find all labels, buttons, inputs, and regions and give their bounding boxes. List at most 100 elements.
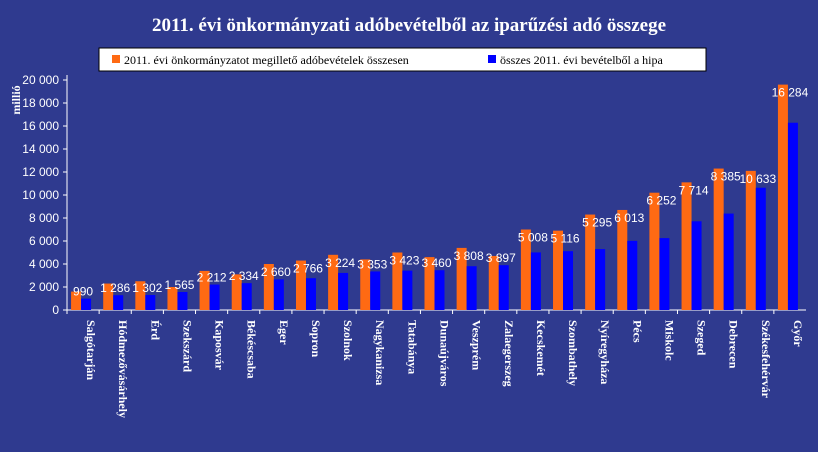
bar [553, 230, 564, 310]
bar [199, 270, 210, 310]
data-label: 990 [73, 285, 93, 299]
bar [520, 229, 531, 310]
bar [81, 298, 92, 310]
bar [755, 187, 766, 310]
y-tick-label: 4 000 [29, 257, 59, 271]
bar [328, 254, 339, 310]
bar [777, 84, 788, 310]
y-tick-label: 18 000 [22, 96, 59, 110]
data-label: 1 302 [132, 281, 162, 295]
data-label: 3 808 [454, 249, 484, 263]
category-label: Győr [791, 320, 805, 347]
bar [713, 168, 724, 310]
bar [177, 292, 188, 310]
category-label: Veszprém [470, 320, 484, 370]
category-label: Hódmezővásárhely [116, 320, 130, 418]
data-label: 2 766 [293, 262, 323, 276]
y-tick-label: 6 000 [29, 234, 59, 248]
category-label: Szekszárd [180, 320, 194, 372]
bar [530, 252, 541, 310]
bar [488, 255, 499, 310]
data-label: 1 565 [164, 278, 194, 292]
category-label: Békéscsaba [245, 320, 259, 379]
legend: 2011. évi önkormányzatot megillető adóbe… [98, 47, 707, 72]
y-tick-label: 12 000 [22, 165, 59, 179]
y-tick-label: 2 000 [29, 280, 59, 294]
bar [135, 281, 146, 310]
bar [360, 259, 371, 310]
bar [231, 274, 242, 310]
category-label: Debrecen [727, 320, 741, 369]
data-label: 3 897 [486, 251, 516, 265]
category-label: Tatabánya [405, 320, 419, 374]
data-label: 2 334 [229, 269, 259, 283]
category-label: Szolnok [341, 320, 355, 361]
bar [617, 209, 628, 310]
data-label: 8 385 [711, 170, 741, 184]
category-label: Érd [148, 320, 162, 340]
bar [691, 221, 702, 310]
data-label: 5 295 [582, 216, 612, 230]
category-label: Kaposvár [213, 320, 227, 371]
bar [649, 192, 660, 310]
y-tick-label: 0 [52, 303, 59, 317]
category-label: Székesfehérvár [759, 320, 773, 399]
category-label: Zalaegerszeg [502, 320, 516, 387]
data-label: 3 353 [357, 257, 387, 271]
category-label: Eger [277, 320, 291, 345]
bar [659, 238, 670, 310]
category-label: Szombathely [566, 320, 580, 386]
y-tick-label: 8 000 [29, 211, 59, 225]
bar [263, 264, 274, 310]
bar [595, 249, 606, 310]
y-tick-label: 20 000 [22, 73, 59, 87]
bar [113, 295, 124, 310]
legend-entry-label: 2011. évi önkormányzatot megillető adóbe… [124, 53, 409, 67]
bar [787, 122, 798, 310]
bar [295, 260, 306, 310]
bar [456, 247, 467, 310]
bar [145, 295, 156, 310]
category-label: Nyíregyháza [598, 320, 612, 384]
bar [167, 287, 178, 310]
bar [71, 291, 82, 310]
data-label: 5 008 [518, 231, 548, 245]
category-label: Miskolc [662, 320, 676, 361]
data-label: 6 013 [614, 211, 644, 225]
data-label: 16 284 [772, 86, 809, 100]
bar [745, 170, 756, 310]
data-label: 2 660 [261, 265, 291, 279]
bar [434, 270, 445, 310]
plot-area: 0 2 000 4 000 6 000 8 000 10 000 12 000 14 000 1… [22, 73, 808, 418]
category-label: Nagykanizsa [373, 320, 387, 385]
bar [103, 283, 114, 310]
legend-entry-label: összes 2011. évi bevételből a hipa [500, 53, 664, 67]
bar [681, 182, 692, 310]
category-label: Dunaújváros [438, 320, 452, 387]
data-label: 6 252 [646, 194, 676, 208]
chart-title: 2011. évi önkormányzati adóbevételből az… [152, 15, 666, 36]
bar [402, 270, 413, 310]
y-tick-label: 10 000 [22, 188, 59, 202]
category-label: Szeged [695, 320, 709, 356]
y-tick-label: 14 000 [22, 142, 59, 156]
data-label: 7 714 [679, 183, 709, 197]
bar [370, 271, 381, 310]
bar [273, 279, 284, 310]
bar [305, 278, 316, 310]
data-label: 3 224 [325, 256, 355, 270]
data-label: 3 423 [389, 254, 419, 268]
data-label: 1 286 [100, 281, 130, 295]
bar [498, 265, 509, 310]
bar [585, 214, 596, 310]
bar [563, 251, 574, 310]
data-label: 2 212 [197, 271, 227, 285]
category-label: Kecskemét [534, 320, 548, 376]
y-tick-label: 16 000 [22, 119, 59, 133]
data-label: 3 460 [421, 256, 451, 270]
bar [424, 257, 435, 310]
y-axis-label: millió [9, 85, 23, 114]
bar [723, 213, 734, 310]
